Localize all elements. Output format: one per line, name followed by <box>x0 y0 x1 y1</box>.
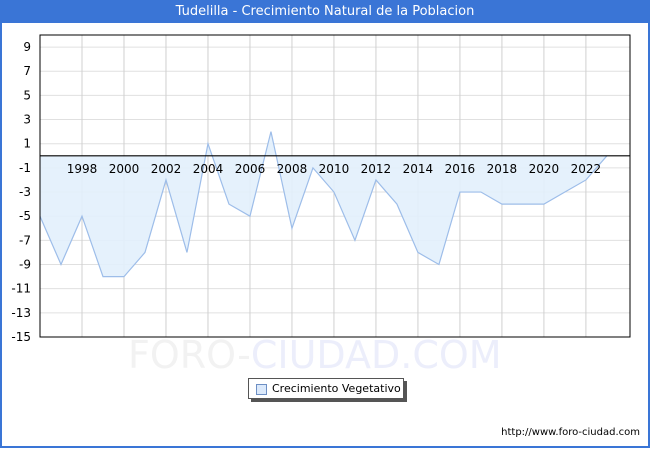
x-tick-label: 1998 <box>67 162 98 176</box>
area-line <box>39 131 608 278</box>
y-tick-label: -3 <box>19 185 31 199</box>
x-tick-label: 2012 <box>361 162 392 176</box>
x-tick-label: 2018 <box>487 162 518 176</box>
legend-swatch-icon <box>256 384 267 395</box>
x-tick-label: 2006 <box>235 162 266 176</box>
y-tick-label: 1 <box>23 137 31 151</box>
area-fill <box>40 131 607 277</box>
y-tick-label: -11 <box>11 282 31 296</box>
data-area <box>39 131 608 278</box>
y-tick-label: -15 <box>11 330 31 344</box>
y-tick-label: 7 <box>23 64 31 78</box>
x-axis-ticks: 1998 2000 2002 2004 2006 2008 2010 2012 2014 2016… <box>67 162 601 176</box>
y-tick-label: -1 <box>19 161 31 175</box>
chart-title: Tudelilla - Crecimiento Natural de la Po… <box>0 0 650 23</box>
x-tick-label: 2004 <box>193 162 224 176</box>
x-tick-label: 2000 <box>109 162 140 176</box>
x-tick-label: 2002 <box>151 162 182 176</box>
axes <box>39 34 631 338</box>
y-tick-label: 9 <box>23 40 31 54</box>
x-tick-label: 2016 <box>445 162 476 176</box>
x-tick-label: 2022 <box>571 162 602 176</box>
svg-text:FORO-CIUDAD.COM: FORO-CIUDAD.COM <box>128 333 502 377</box>
legend: Crecimiento Vegetativo <box>248 378 404 399</box>
y-tick-label: -7 <box>19 233 31 247</box>
y-axis-ticks: 9 7 5 3 1 -1 -3 -5 -7 -9 -11 -13 -15 <box>11 40 31 344</box>
y-tick-label: 3 <box>23 113 31 127</box>
y-tick-label: -13 <box>11 306 31 320</box>
x-tick-label: 2014 <box>403 162 434 176</box>
y-tick-label: -9 <box>19 258 31 272</box>
x-tick-label: 2020 <box>529 162 560 176</box>
y-tick-label: 5 <box>23 88 31 102</box>
legend-label: Crecimiento Vegetativo <box>272 382 401 395</box>
source-url: http://www.foro-ciudad.com <box>501 427 640 438</box>
x-tick-label: 2010 <box>319 162 350 176</box>
watermark: FORO-CIUDAD.COM <box>128 333 502 377</box>
y-tick-label: -5 <box>19 209 31 223</box>
x-tick-label: 2008 <box>277 162 308 176</box>
